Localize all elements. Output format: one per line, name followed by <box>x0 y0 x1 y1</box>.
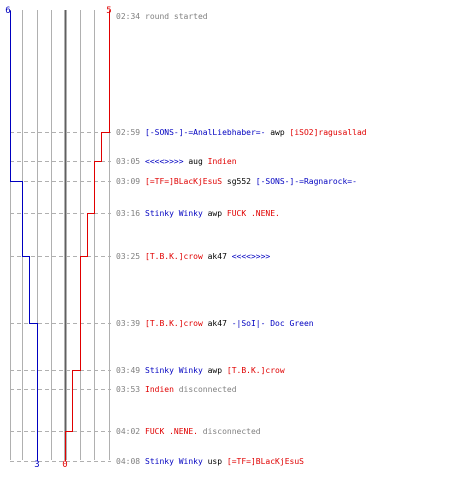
event-description: [T.B.K.]crow ak47 -|SoI|- Doc Green <box>145 319 314 328</box>
event-part: aug <box>184 157 208 166</box>
event-log: 02:34 round started 02:59 [-SONS-]-=AnalLie… <box>116 12 367 466</box>
event-part: disconnected <box>198 427 261 436</box>
event-part: [=TF=]BLacKjEsuS <box>227 457 304 466</box>
event-part: ak47 <box>203 252 232 261</box>
event-part: FUCK .NENE. <box>227 209 280 218</box>
event-dashes <box>10 132 111 462</box>
event-part: disconnected <box>174 385 237 394</box>
blue-end-score: 3 <box>34 460 39 470</box>
event-description: Stinky Winky awp [T.B.K.]crow <box>145 366 285 375</box>
event-time: 03:09 <box>116 177 140 186</box>
event-part: round started <box>145 12 208 21</box>
event-row: 03:39 [T.B.K.]crow ak47 -|SoI|- Doc Green <box>116 319 314 328</box>
event-row: 03:53 Indien disconnected <box>116 385 237 394</box>
red-end-score: 0 <box>62 460 67 470</box>
event-part: FUCK .NENE. <box>145 427 198 436</box>
event-description: round started <box>145 12 208 21</box>
event-part: awp <box>265 128 289 137</box>
event-part: <<<<>>>> <box>232 252 271 261</box>
event-part: usp <box>203 457 227 466</box>
event-time: 02:59 <box>116 128 140 137</box>
event-part: ak47 <box>203 319 232 328</box>
blue-start-score: 6 <box>5 6 10 16</box>
event-time: 03:05 <box>116 157 140 166</box>
event-time: 04:08 <box>116 457 140 466</box>
event-row: 03:16 Stinky Winky awp FUCK .NENE. <box>116 209 280 218</box>
event-part: awp <box>203 209 227 218</box>
blue-team-alive-line <box>10 10 38 462</box>
player-grid <box>10 10 110 460</box>
event-description: [T.B.K.]crow ak47 <<<<>>>> <box>145 252 270 261</box>
event-part: [T.B.K.]crow <box>145 252 203 261</box>
event-part: Indien <box>208 157 237 166</box>
red-start-score: 5 <box>106 6 111 16</box>
event-part: -|SoI|- Doc Green <box>232 319 314 328</box>
event-part: Indien <box>145 385 174 394</box>
event-row: 03:25 [T.B.K.]crow ak47 <<<<>>>> <box>116 252 270 261</box>
event-part: [-SONS-]-=Ragnarock=- <box>256 177 357 186</box>
event-description: <<<<>>>> aug Indien <box>145 157 237 166</box>
event-row: 03:05 <<<<>>>> aug Indien <box>116 157 237 166</box>
event-description: Stinky Winky usp [=TF=]BLacKjEsuS <box>145 457 304 466</box>
event-time: 04:02 <box>116 427 140 436</box>
event-part: sg552 <box>222 177 256 186</box>
event-part: [T.B.K.]crow <box>145 319 203 328</box>
event-row: 04:02 FUCK .NENE. disconnected <box>116 427 261 436</box>
event-time: 03:49 <box>116 366 140 375</box>
event-part: [-SONS-]-=AnalLiebhaber=- <box>145 128 265 137</box>
event-time: 02:34 <box>116 12 140 21</box>
event-description: Stinky Winky awp FUCK .NENE. <box>145 209 280 218</box>
event-description: [-SONS-]-=AnalLiebhaber=- awp [iSO2]ragu… <box>145 128 367 137</box>
event-time: 03:53 <box>116 385 140 394</box>
event-part: [T.B.K.]crow <box>227 366 285 375</box>
event-time: 03:39 <box>116 319 140 328</box>
event-row: 03:09 [=TF=]BLacKjEsuS sg552 [-SONS-]-=Ra… <box>116 177 357 186</box>
event-row: 03:49 Stinky Winky awp [T.B.K.]crow <box>116 366 285 375</box>
event-row: 02:34 round started <box>116 12 208 21</box>
event-description: [=TF=]BLacKjEsuS sg552 [-SONS-]-=Ragnaro… <box>145 177 357 186</box>
event-description: Indien disconnected <box>145 385 237 394</box>
event-part: [=TF=]BLacKjEsuS <box>145 177 222 186</box>
event-row: 04:08 Stinky Winky usp [=TF=]BLacKjEsuS <box>116 457 304 466</box>
event-part: <<<<>>>> <box>145 157 184 166</box>
event-part: awp <box>203 366 227 375</box>
event-part: [iSO2]ragusallad <box>290 128 367 137</box>
red-team-alive-line <box>65 10 110 462</box>
event-time: 03:16 <box>116 209 140 218</box>
event-description: FUCK .NENE. disconnected <box>145 427 261 436</box>
event-part: Stinky Winky <box>145 457 203 466</box>
event-row: 02:59 [-SONS-]-=AnalLiebhaber=- awp [iSO2… <box>116 128 367 137</box>
event-part: Stinky Winky <box>145 209 203 218</box>
event-time: 03:25 <box>116 252 140 261</box>
event-part: Stinky Winky <box>145 366 203 375</box>
